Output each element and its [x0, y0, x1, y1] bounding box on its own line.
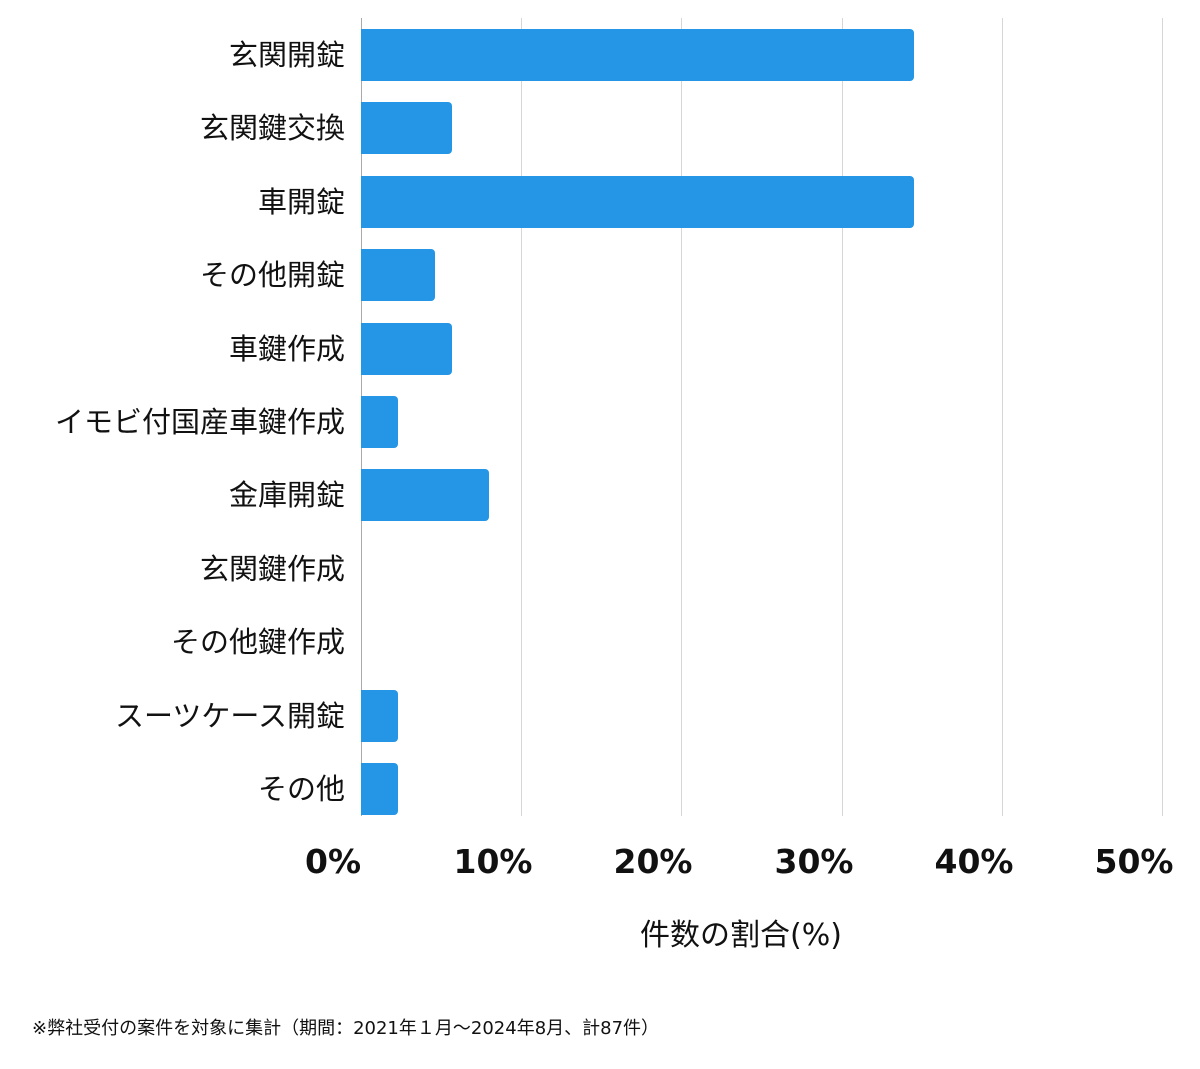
- footnote: ※弊社受付の案件を対象に集計（期間：2021年１月～2024年8月、計87件）: [32, 1018, 660, 1039]
- category-label: その他開錠: [199, 258, 345, 292]
- category-label: イモビ付国産車鍵作成: [54, 405, 345, 439]
- bar[interactable]: [361, 690, 398, 742]
- x-tick-label: 20%: [613, 842, 693, 881]
- x-tick-label: 40%: [934, 842, 1014, 881]
- gridline: [681, 18, 682, 816]
- category-label: その他鍵作成: [170, 625, 345, 659]
- bar[interactable]: [361, 102, 452, 154]
- x-tick-label: 10%: [453, 842, 533, 881]
- gridline: [521, 18, 522, 816]
- category-label: 玄関鍵交換: [199, 111, 345, 145]
- x-tick-label: 50%: [1094, 842, 1174, 881]
- category-label: スーツケース開錠: [115, 699, 345, 733]
- x-axis-label: 件数の割合(%): [640, 918, 842, 953]
- category-label: その他: [257, 772, 345, 806]
- gridline: [842, 18, 843, 816]
- x-tick-label: 30%: [774, 842, 854, 881]
- bar[interactable]: [361, 396, 398, 448]
- bar[interactable]: [361, 176, 914, 228]
- bar[interactable]: [361, 249, 435, 301]
- category-label: 車鍵作成: [228, 332, 345, 366]
- category-label: 玄関鍵作成: [199, 552, 345, 586]
- bar[interactable]: [361, 29, 914, 81]
- category-label: 金庫開錠: [228, 478, 345, 512]
- bar[interactable]: [361, 469, 489, 521]
- bar[interactable]: [361, 763, 398, 815]
- gridline: [1002, 18, 1003, 816]
- gridline: [1162, 18, 1163, 816]
- x-tick-label: 0%: [304, 842, 362, 881]
- category-label: 玄関開錠: [228, 38, 345, 72]
- category-label: 車開錠: [257, 185, 345, 219]
- bar[interactable]: [361, 323, 452, 375]
